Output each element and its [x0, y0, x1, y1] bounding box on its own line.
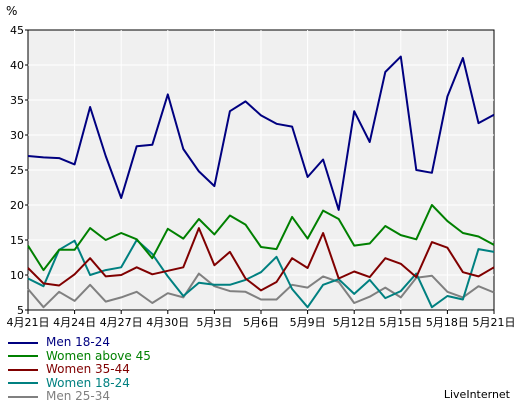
- series-line-men-18-24: [27, 55, 495, 211]
- y-tick-label: 30: [10, 129, 24, 142]
- x-tick-label: 4月21日: [7, 316, 50, 329]
- watermark-text: LiveInternet: [443, 388, 510, 401]
- legend-label: Women above 45: [46, 348, 151, 363]
- y-tick-label: 5: [17, 304, 24, 317]
- x-tick-label: 5月6日: [243, 316, 279, 329]
- legend-label: Women 35-44: [46, 362, 130, 377]
- legend-label: Men 25-34: [46, 389, 111, 404]
- y-tick-label: 20: [10, 199, 24, 212]
- x-tick-label: 5月9日: [290, 316, 326, 329]
- x-tick-label: 5月21日: [473, 316, 516, 329]
- series-line-women-35-44: [27, 227, 495, 292]
- y-axis: 5 10 15 20 25 30 35 40 45: [10, 24, 28, 317]
- legend-swatch: [8, 395, 38, 398]
- legend-item: Men 25-34: [8, 390, 151, 404]
- legend-swatch: [8, 382, 38, 385]
- line-chart: 5 10 15 20 25 30 35 40 45 4月21日 4月24日 4月27日 4月30日 5月…: [6, 4, 516, 329]
- legend-item: Women 35-44: [8, 363, 151, 377]
- y-unit-label: %: [6, 4, 17, 18]
- legend-label: Men 18-24: [46, 335, 111, 350]
- x-tick-label: 5月12日: [333, 316, 376, 329]
- x-tick-label: 5月15日: [379, 316, 422, 329]
- x-tick-label: 5月18日: [426, 316, 469, 329]
- x-tick-label: 4月27日: [100, 316, 143, 329]
- legend-item: Men 18-24: [8, 336, 151, 350]
- x-tick-label: 5月3日: [196, 316, 232, 329]
- series-layer: [27, 55, 495, 309]
- legend-label: Women 18-24: [46, 375, 130, 390]
- y-tick-label: 35: [10, 94, 24, 107]
- x-tick-label: 4月24日: [53, 316, 96, 329]
- legend-swatch: [8, 355, 38, 358]
- legend-swatch: [8, 341, 38, 344]
- legend: Men 18-24 Women above 45 Women 35-44 Women …: [8, 336, 151, 404]
- y-tick-label: 10: [10, 269, 24, 282]
- series-line-women-above-45: [27, 204, 495, 272]
- y-tick-label: 45: [10, 24, 24, 37]
- x-tick-label: 4月30日: [146, 316, 189, 329]
- legend-swatch: [8, 368, 38, 371]
- y-tick-label: 15: [10, 234, 24, 247]
- x-axis: 4月21日 4月24日 4月27日 4月30日 5月3日 5月6日 5月9日 5月12日 5月1…: [7, 310, 516, 329]
- y-tick-label: 40: [10, 59, 24, 72]
- legend-item: Women 18-24: [8, 375, 151, 391]
- legend-item: Women above 45: [8, 348, 151, 364]
- y-tick-label: 25: [10, 164, 24, 177]
- series-line-women-18-24: [27, 239, 495, 309]
